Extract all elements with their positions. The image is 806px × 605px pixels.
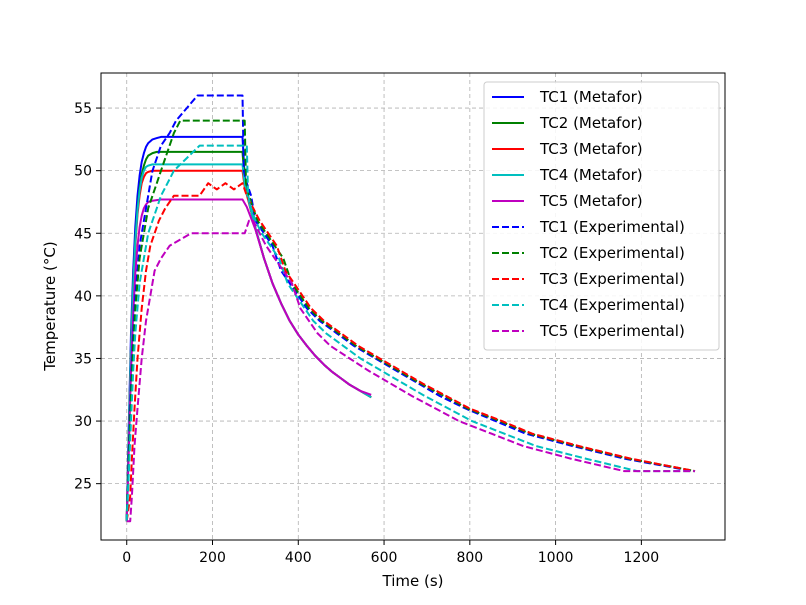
legend-label-8: TC3 (Experimental): [539, 270, 685, 288]
legend: TC1 (Metafor) TC2 (Metafor) TC3 (Metafor) T…: [483, 81, 720, 351]
legend-label-1: TC1 (Metafor): [539, 88, 643, 106]
x-tick-label: 800: [456, 550, 483, 566]
y-tick-label: 35: [74, 351, 92, 367]
series-line-5: [125, 198, 372, 522]
x-tick-label: 1000: [538, 550, 574, 566]
series-line-7: [125, 119, 696, 522]
y-tick-label: 30: [74, 414, 92, 430]
plot-frame: [100, 72, 726, 541]
legend-box: [483, 81, 720, 351]
series-line-9: [125, 144, 695, 522]
x-tick-label: 600: [371, 550, 398, 566]
axis-ticks: 0 200 400 600 800 1000 1200 25 30 35 40 45 50 55: [74, 101, 659, 566]
x-axis-label: Time (s): [382, 572, 444, 590]
legend-label-9: TC4 (Experimental): [539, 296, 685, 314]
legend-label-7: TC2 (Experimental): [539, 244, 685, 262]
series-line-10: [126, 219, 695, 523]
y-tick-label: 40: [74, 289, 92, 305]
x-tick-label: 200: [199, 550, 226, 566]
y-tick-label: 55: [74, 101, 92, 117]
y-tick-label: 50: [74, 164, 92, 180]
legend-label-5: TC5 (Metafor): [539, 192, 643, 210]
legend-label-6: TC1 (Experimental): [539, 218, 685, 236]
x-tick-label: 1200: [624, 550, 660, 566]
x-tick-label: 400: [285, 550, 312, 566]
legend-label-3: TC3 (Metafor): [539, 140, 643, 158]
y-axis-label: Temperature (°C): [41, 241, 59, 371]
legend-label-2: TC2 (Metafor): [539, 114, 643, 132]
legend-label-10: TC5 (Experimental): [539, 322, 685, 340]
series-line-6: [125, 94, 693, 522]
y-tick-label: 45: [74, 226, 92, 242]
series-lines: [125, 94, 696, 523]
legend-label-4: TC4 (Metafor): [539, 166, 643, 184]
y-tick-label: 25: [74, 477, 92, 493]
x-tick-label: 0: [122, 550, 131, 566]
